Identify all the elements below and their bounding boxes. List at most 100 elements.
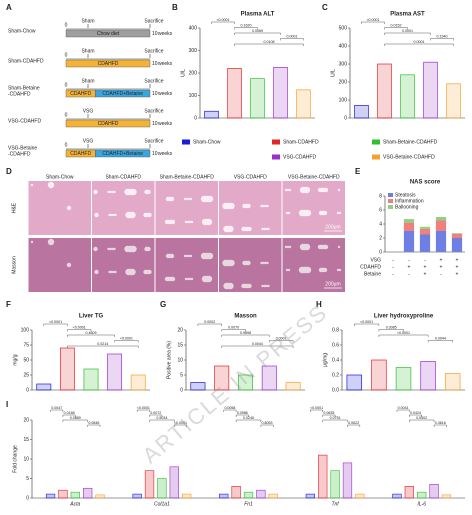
micrograph [92, 238, 155, 292]
chart-title: Liver hydroxyproline [374, 314, 434, 320]
bar [132, 493, 142, 499]
significance-bracket [43, 323, 68, 326]
p-value: <0.0001 [366, 18, 379, 22]
tissue-vacuole [107, 247, 110, 251]
group-label: Sham-Chow [8, 28, 36, 34]
tissue-vacuole [264, 261, 267, 265]
tissue-vacuole [260, 261, 263, 265]
p-value: 0.0108 [264, 40, 275, 44]
bar [441, 494, 452, 499]
significance-bracket [322, 414, 336, 417]
tissue-vacuole [186, 220, 190, 224]
tissue-vacuole [130, 188, 137, 196]
bar [59, 347, 75, 391]
tissue-vacuole [183, 254, 187, 258]
bar [342, 462, 353, 499]
tissue-vacuole [111, 247, 114, 251]
surgery-label: VSG [83, 108, 94, 114]
significance-bracket [280, 38, 304, 41]
legend-label: Sham-Betaine-CDAHFD [383, 139, 438, 145]
bar [355, 493, 365, 499]
tissue-vacuole [47, 181, 55, 189]
bar [261, 365, 277, 391]
x-tick-label: Col1a1 [154, 501, 170, 507]
tissue-vacuole [113, 190, 116, 194]
p-value: 0.0214 [97, 342, 108, 346]
significance-bracket [384, 43, 454, 46]
legend-swatch [372, 154, 380, 160]
significance-bracket [409, 414, 422, 417]
tissue-vacuole [284, 245, 288, 249]
tissue-vacuole [322, 267, 328, 273]
significance-bracket [260, 424, 274, 427]
bar [395, 367, 412, 391]
tissue-vacuole [286, 245, 290, 249]
tissue-vacuole [190, 220, 194, 224]
y-axis-label: U/L [330, 69, 336, 77]
bar [58, 489, 68, 499]
diet-label: CDAHFD [98, 61, 119, 67]
p-value: 0.0944 [435, 336, 446, 340]
y-tick-label: 0 [26, 495, 29, 501]
p-value: <0.0001 [137, 406, 150, 410]
p-value: 0.0058 [224, 406, 235, 410]
p-value: 0.0001 [414, 40, 425, 44]
tissue-vacuole [265, 227, 268, 231]
y-tick-label: 25 [23, 372, 29, 378]
tissue-vacuole [114, 270, 117, 274]
chart-title: NAS score [410, 180, 441, 186]
y-tick-label: 0.0 [332, 387, 339, 393]
column-title: Sham-Chow [46, 174, 74, 180]
legend-label: Steatosis [395, 192, 416, 198]
legend-label: VSG-CDAHFD [283, 154, 316, 160]
diet-bar [95, 89, 151, 98]
y-tick-label: 10 [23, 456, 29, 462]
p-value: 0.0846 [88, 421, 99, 425]
tissue-vacuole [109, 247, 112, 251]
panel-label: I [6, 400, 8, 409]
tissue-vacuole [267, 227, 270, 231]
chart-title: Masson [234, 314, 257, 320]
y-tick-label: 0 [379, 249, 382, 255]
tissue-vacuole [227, 282, 234, 290]
tissue-vacuole [323, 244, 329, 250]
y-tick-label: 4 [379, 221, 382, 227]
scale-bar-label: 200μm [325, 224, 340, 230]
bar [354, 105, 369, 119]
y-tick-label: 0 [26, 387, 29, 393]
significance-bracket [427, 340, 453, 343]
bar [404, 485, 414, 499]
bar [227, 68, 242, 119]
tissue-vacuole [284, 188, 288, 192]
significance-bracket [234, 43, 304, 46]
y-tick-label: 0.4 [332, 357, 339, 363]
tissue-vacuole [185, 254, 189, 258]
p-value: 0.5034 [156, 416, 167, 420]
diet-bar [65, 59, 151, 68]
y-tick-label: 0.2 [332, 372, 339, 378]
p-value: 0.0188 [64, 411, 75, 415]
legend-swatch [388, 193, 393, 197]
bar [296, 89, 311, 119]
significance-bracket [174, 424, 187, 427]
p-value: 0.1940 [437, 34, 448, 38]
p-value: 0.0502 [416, 416, 427, 420]
significance-bracket [235, 419, 262, 422]
tissue-vacuole [261, 284, 264, 288]
bar [144, 470, 155, 499]
bar-segment [435, 231, 447, 252]
bar [219, 493, 229, 499]
chart-title: Plasma ALT [241, 12, 275, 18]
tissue-vacuole [30, 240, 34, 244]
condition-mark: + [408, 264, 411, 270]
bar [238, 374, 253, 391]
tissue-vacuole [322, 210, 328, 216]
tissue-vacuole [205, 275, 213, 283]
tissue-vacuole [323, 187, 329, 193]
diet-label: CDAHFD [70, 151, 91, 157]
bar [36, 383, 52, 391]
p-value: 0.0001 [276, 336, 287, 340]
legend-label: Ballooning [395, 204, 419, 210]
